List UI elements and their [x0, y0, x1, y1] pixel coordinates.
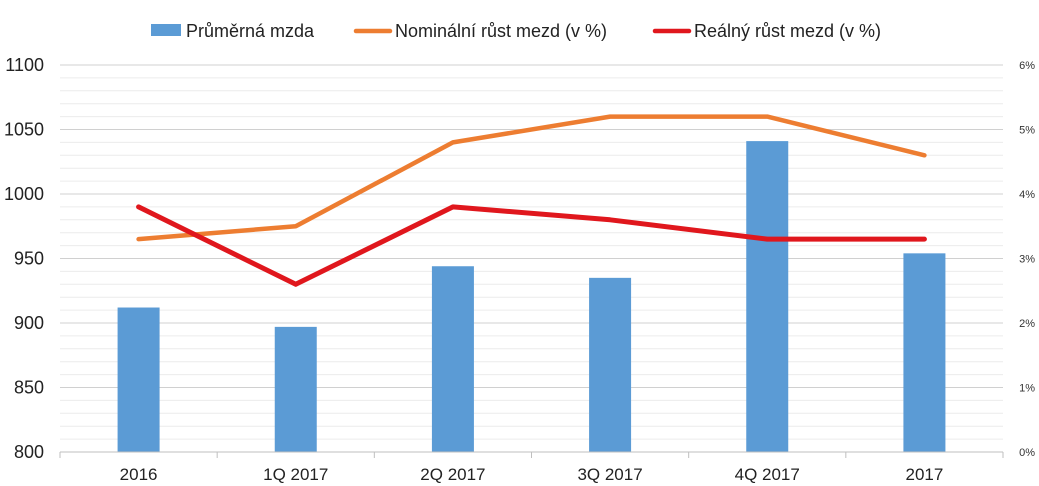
- left-axis-tick-label: 900: [14, 313, 44, 333]
- left-axis-tick-label: 1100: [5, 55, 44, 75]
- bar: [431, 266, 474, 452]
- left-axis-tick-label: 1050: [4, 120, 44, 140]
- series-line: [136, 114, 927, 242]
- right-axis-tick-label: 0%: [1019, 447, 1035, 459]
- x-axis-tick-label: 2016: [120, 465, 158, 484]
- left-axis-tick-label: 800: [14, 442, 44, 462]
- legend-label: Reálný růst mezd (v %): [694, 21, 881, 41]
- line-series: [136, 114, 927, 287]
- right-axis-tick-label: 6%: [1019, 60, 1035, 72]
- legend-swatch: [151, 24, 181, 36]
- x-axis-tick-label: 3Q 2017: [577, 465, 642, 484]
- bar: [746, 141, 789, 453]
- x-axis-tick-label: 4Q 2017: [735, 465, 800, 484]
- left-axis-tick-label: 1000: [4, 184, 44, 204]
- bar: [589, 277, 632, 452]
- bar-series: [117, 141, 946, 453]
- x-axis-tick-label: 2Q 2017: [420, 465, 485, 484]
- right-axis-tick-label: 5%: [1019, 125, 1035, 137]
- right-axis-tick-label: 2%: [1019, 318, 1035, 330]
- legend: Průměrná mzda Nominální růst mezd (v %) Re…: [151, 21, 881, 41]
- x-axis-tick-label: 1Q 2017: [263, 465, 328, 484]
- axes: 800 850 900 950 1000 1050 1100 0% 1% 2% 3% 4% 5% 6% 20…: [4, 55, 1035, 484]
- legend-label: Průměrná mzda: [186, 21, 315, 41]
- right-axis-tick-label: 3%: [1019, 254, 1035, 266]
- legend-label: Nominální růst mezd (v %): [395, 21, 607, 41]
- bar: [274, 326, 317, 452]
- x-axis-tick-label: 2017: [906, 465, 944, 484]
- right-axis-tick-label: 1%: [1019, 383, 1035, 395]
- series-line: [136, 204, 927, 287]
- bar: [903, 253, 946, 452]
- right-axis-tick-label: 4%: [1019, 189, 1035, 201]
- left-axis-tick-label: 950: [14, 249, 44, 269]
- bar: [117, 307, 160, 452]
- gridlines: [60, 64, 1003, 453]
- left-axis-tick-label: 850: [14, 378, 44, 398]
